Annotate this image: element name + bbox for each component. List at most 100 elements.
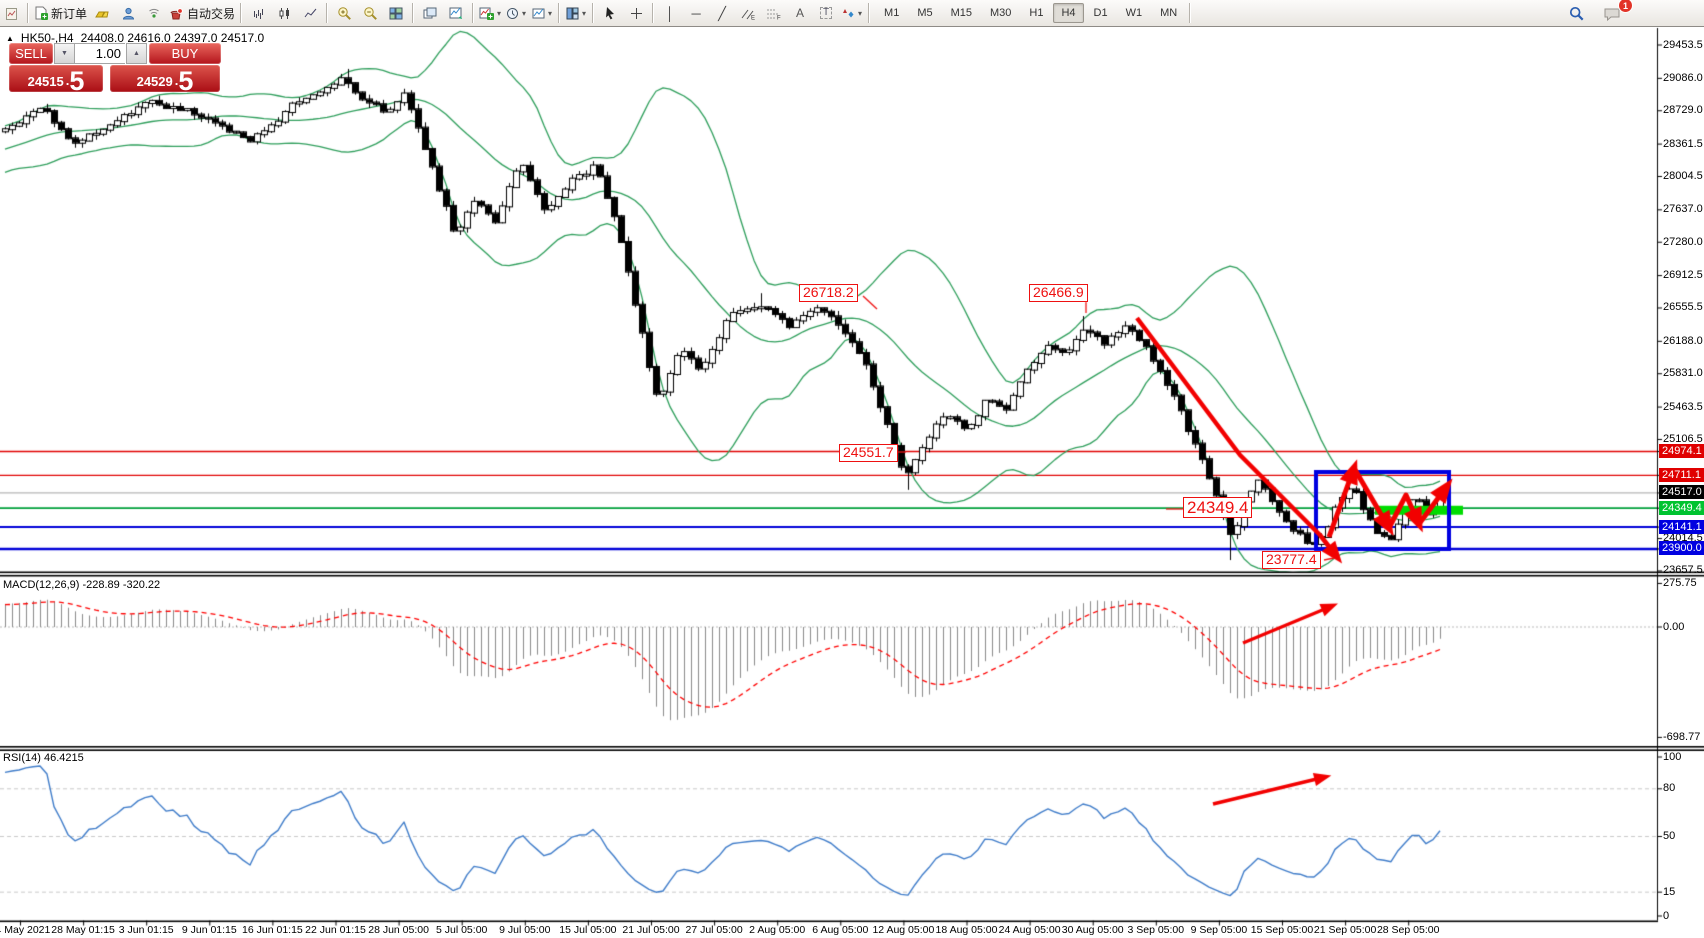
timeframe-d1[interactable]: D1 [1093,7,1108,19]
timeframe-toolbar: M1 M5 M15 M30 H1 H4 D1 W1 MN [875,3,1186,23]
price-axis-label: 26555.5 [1663,301,1703,314]
timeframe-h4[interactable]: H4 [1053,3,1084,23]
buy-button[interactable]: BUY [149,43,221,64]
macd-indicator-label: MACD(12,26,9) -228.89 -320.22 [3,579,161,591]
toolbar-separator [326,3,329,23]
price-annotation[interactable]: 26718.2 [799,284,858,302]
text-icon[interactable]: A [796,6,805,20]
signals-icon[interactable] [141,2,167,24]
shapes-icon[interactable]: ▾ [839,2,865,24]
collapse-arrow-icon[interactable]: ▲ [6,33,14,43]
toolbar-separator [240,3,243,23]
timeframe-w1[interactable]: W1 [1125,7,1143,19]
rsi-axis-label: 50 [1663,830,1676,842]
time-axis-label: 3 Jun 01:15 [118,924,174,936]
autotrading-label: 自动交易 [187,6,236,21]
bullion-icon[interactable] [89,2,115,24]
profile-icon[interactable] [115,2,141,24]
time-axis-label: 12 Aug 05:00 [872,924,935,936]
buy-price-main: 24529 [136,74,173,89]
symbol-label: HK50-,H4 [20,31,74,45]
price-annotation[interactable]: 26466.9 [1029,284,1088,302]
time-axis-label: 27 Jul 05:00 [685,924,743,936]
charts-grid-caret-icon[interactable]: ▾ [582,8,587,18]
rsi-axis-label: 15 [1663,885,1676,898]
crosshair-icon[interactable] [623,2,649,24]
label-icon[interactable]: T [813,2,839,24]
notification-badge[interactable]: 1 [1618,0,1633,13]
channel-icon[interactable]: E [735,2,761,24]
arrange-windows-icon[interactable] [443,2,469,24]
volume-increase-button[interactable]: ▲ [126,43,147,64]
timeframe-h1[interactable]: H1 [1029,7,1044,19]
price-annotation[interactable]: 24551.7 [839,444,898,462]
new-order-label: 新订单 [51,6,88,21]
line-chart-mode-icon[interactable] [297,2,323,24]
charts-grid-icon[interactable]: ▾ [563,2,589,24]
periods-caret-icon[interactable]: ▾ [522,8,527,18]
price-axis-badge: 24517.0 [1659,485,1704,500]
trendline-icon[interactable]: ╱ [718,5,726,21]
price-axis-label: 23657.5 [1663,564,1703,577]
price-axis-label: 28361.5 [1663,137,1703,150]
cascade-windows-icon[interactable] [417,2,443,24]
price-axis-badge: 24141.1 [1659,519,1704,534]
volume-input[interactable]: 1.00 [75,43,125,64]
search-icon[interactable] [1564,3,1590,25]
rsi-axis-label: 100 [1663,750,1682,763]
timeframe-mn[interactable]: MN [1160,7,1178,19]
macd-axis-label: 275.75 [1663,576,1697,589]
cursor-icon[interactable] [597,2,623,24]
price-annotation[interactable]: 23777.4 [1262,551,1321,569]
indicators-icon[interactable]: ▾ [477,2,503,24]
time-axis-label: 15 Jul 05:00 [559,924,617,936]
timeframe-m1[interactable]: M1 [884,7,900,19]
fibonacci-icon[interactable]: F [761,2,787,24]
price-axis-badge: 24711.1 [1659,467,1704,482]
price-annotation[interactable]: 24349.4 [1183,497,1253,519]
rsi-axis-label: 80 [1663,782,1676,795]
shapes-caret-icon[interactable]: ▾ [858,8,863,18]
time-axis-label: 21 Sep 05:00 [1313,924,1377,936]
chat-icon[interactable]: 1 [1600,0,1633,25]
svg-text:F: F [777,15,781,20]
templates-caret-icon[interactable]: ▾ [548,8,553,18]
candle-chart-mode-icon[interactable] [271,2,297,24]
toolbar-separator [652,3,655,23]
rsi-indicator-label: RSI(14) 46.4215 [3,752,84,764]
price-axis-label: 27280.0 [1663,235,1703,248]
bar-chart-mode-icon[interactable] [245,2,271,24]
zoom-out-icon[interactable] [357,2,383,24]
toolbar-separator [868,3,871,23]
volume-decrease-button[interactable]: ▼ [54,43,75,64]
sell-price[interactable]: 24515. 5 [9,65,103,94]
new-order-button[interactable]: 新订单 [32,2,89,24]
zoom-in-icon[interactable] [331,2,357,24]
time-axis-label: 30 Aug 05:00 [1061,924,1124,936]
autotrading-button[interactable]: 自动交易 [167,2,237,24]
horizontal-line-icon[interactable]: ─ [691,5,701,21]
timeframe-m30[interactable]: M30 [990,7,1012,19]
price-axis-badge: 24349.4 [1659,500,1704,515]
svg-text:E: E [751,15,755,20]
time-axis-label: 9 Sep 05:00 [1190,924,1248,936]
periods-icon[interactable]: ▾ [503,2,529,24]
price-axis-label: 25106.5 [1663,432,1703,445]
vertical-line-icon[interactable]: │ [665,5,675,21]
templates-icon[interactable]: ▾ [529,2,555,24]
indicators-caret-icon[interactable]: ▾ [497,8,502,18]
time-axis-label: 9 Jul 05:00 [499,924,551,936]
price-axis-badge: 24974.1 [1659,443,1704,458]
time-axis-label: 28 Jun 05:00 [368,924,429,936]
sell-price-dot: . [65,73,70,88]
time-axis-label: 28 Sep 05:00 [1376,924,1440,936]
time-axis-label: 5 Jul 05:00 [436,924,488,936]
buy-price[interactable]: 24529. 5 [110,65,220,94]
tile-windows-icon[interactable] [383,2,409,24]
chart-window-icon[interactable] [0,2,24,24]
sell-button[interactable]: SELL [9,43,53,64]
timeframe-m5[interactable]: M5 [917,7,933,19]
timeframe-m15[interactable]: M15 [950,7,973,19]
time-axis-label: 28 May 01:15 [51,924,115,936]
